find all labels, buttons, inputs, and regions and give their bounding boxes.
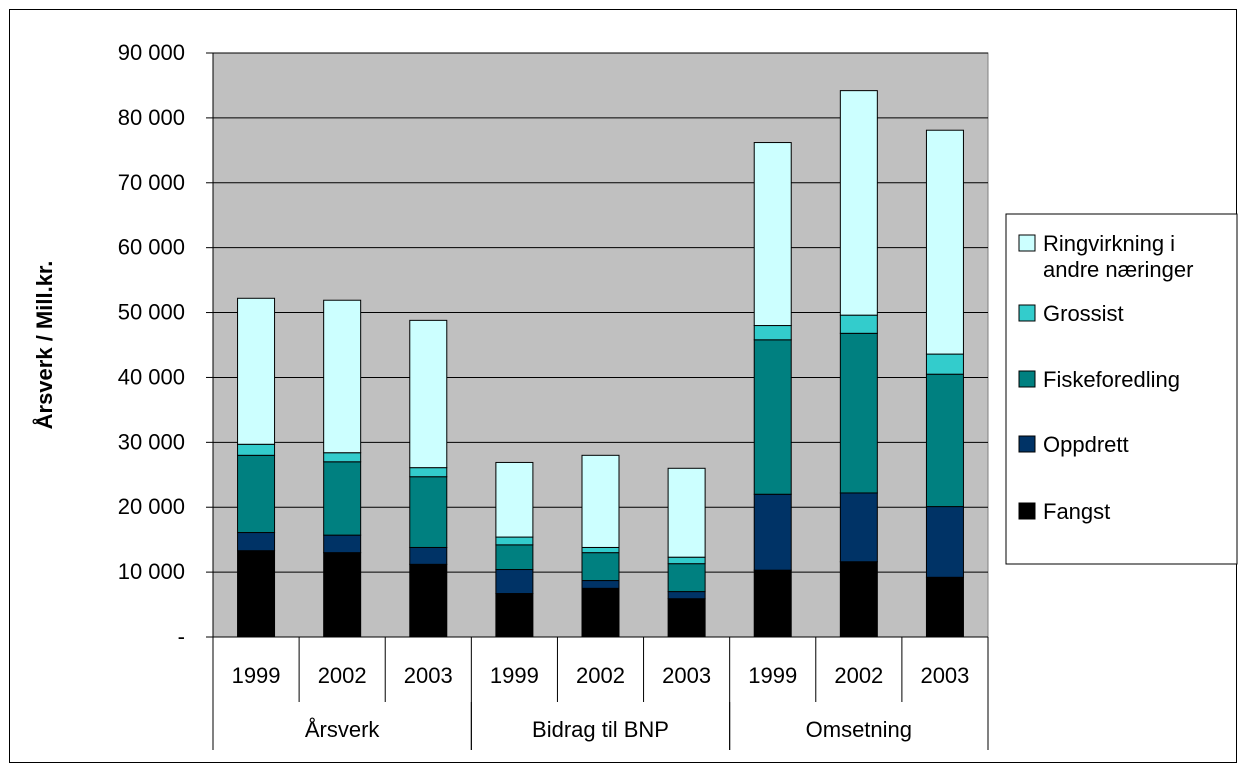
bar-segment-ringvirkning-i-andre-næringer [839, 90, 878, 316]
bar-segment-oppdrett [323, 534, 362, 554]
x-tick-label: 1999 [232, 663, 281, 688]
x-group-label: Bidrag til BNP [532, 717, 669, 742]
legend-label: Grossist [1043, 301, 1124, 326]
bar-segment-fangst [839, 561, 878, 638]
legend-label: Fangst [1043, 499, 1110, 524]
bars [237, 90, 964, 638]
legend-label: Ringvirkning i [1043, 231, 1175, 256]
bar-segment-oppdrett [925, 506, 964, 578]
bar-segment-fangst [753, 569, 792, 638]
bar-segment-grossist [839, 314, 878, 334]
bar-segment-ringvirkning-i-andre-næringer [581, 454, 620, 548]
bar-segment-fiskeforedling [839, 332, 878, 494]
bar-segment-oppdrett [753, 493, 792, 571]
bar-segment-fangst [409, 563, 448, 638]
legend-label: Fiskeforedling [1043, 367, 1180, 392]
bar-segment-ringvirkning-i-andre-næringer [323, 299, 362, 454]
bar-segment-fiskeforedling [323, 461, 362, 536]
legend-label: Oppdrett [1043, 432, 1129, 457]
y-tick-label: 60 000 [118, 235, 185, 260]
x-group-label: Omsetning [806, 717, 912, 742]
legend-swatch [1018, 234, 1036, 252]
legend-swatch [1018, 502, 1036, 520]
bar-segment-oppdrett [237, 532, 276, 552]
legend-swatch [1018, 435, 1036, 453]
bar-segment-ringvirkning-i-andre-næringer [409, 319, 448, 469]
bar-segment-grossist [495, 536, 534, 546]
y-tick-label: 80 000 [118, 105, 185, 130]
x-tick-label: 1999 [490, 663, 539, 688]
bar-segment-fangst [237, 550, 276, 638]
y-tick-label: 50 000 [118, 300, 185, 325]
y-tick-label: 40 000 [118, 364, 185, 389]
x-tick-label: 2003 [404, 663, 453, 688]
bar-segment-fiskeforedling [409, 476, 448, 548]
legend-label: andre næringer [1043, 257, 1193, 282]
y-tick-label: 20 000 [118, 494, 185, 519]
bar-segment-fiskeforedling [237, 454, 276, 534]
bar-segment-fangst [323, 552, 362, 638]
bar-segment-grossist [581, 546, 620, 554]
y-tick-label: 70 000 [118, 170, 185, 195]
bar-segment-ringvirkning-i-andre-næringer [925, 129, 964, 355]
y-tick-label: 90 000 [118, 40, 185, 65]
axes: - 10 000 20 000 30 000 40 000 50 000 60 000 70 … [118, 40, 989, 750]
bar-segment-grossist [237, 443, 276, 456]
bar-segment-fangst [667, 598, 706, 638]
bar-segment-fiskeforedling [667, 563, 706, 593]
bar-segment-fangst [495, 593, 534, 638]
bar-segment-fangst [925, 576, 964, 638]
bar-segment-grossist [323, 452, 362, 463]
legend-swatch [1018, 370, 1036, 388]
x-tick-label: 2003 [662, 663, 711, 688]
x-tick-label: 2002 [576, 663, 625, 688]
bar-segment-ringvirkning-i-andre-næringer [495, 461, 534, 538]
y-tick-label: 10 000 [118, 559, 185, 584]
legend-swatch [1018, 304, 1036, 322]
legend-box [1005, 213, 1238, 565]
bar-segment-grossist [409, 467, 448, 478]
bar-segment-fiskeforedling [925, 373, 964, 508]
x-tick-label: 2002 [318, 663, 367, 688]
bar-segment-ringvirkning-i-andre-næringer [753, 142, 792, 327]
bar-segment-grossist [667, 556, 706, 565]
x-tick-label: 2002 [834, 663, 883, 688]
bar-segment-fiskeforedling [495, 544, 534, 571]
x-tick-label: 2003 [920, 663, 969, 688]
y-axis-title: Årsverk / Mill.kr. [31, 261, 57, 430]
y-tick-label: 30 000 [118, 429, 185, 454]
bar-segment-grossist [753, 325, 792, 341]
bar-segment-fangst [581, 587, 620, 638]
x-group-label: Årsverk [305, 717, 381, 742]
x-tick-label: 1999 [748, 663, 797, 688]
bar-segment-ringvirkning-i-andre-næringer [237, 297, 276, 445]
bar-segment-ringvirkning-i-andre-næringer [667, 467, 706, 558]
y-tick-label: - [178, 624, 185, 649]
bar-segment-oppdrett [839, 492, 878, 563]
bar-segment-oppdrett [581, 580, 620, 589]
bar-segment-oppdrett [495, 569, 534, 595]
bar-segment-oppdrett [409, 546, 448, 565]
bar-segment-grossist [925, 353, 964, 375]
bar-segment-fiskeforedling [753, 339, 792, 495]
bar-segment-fiskeforedling [581, 552, 620, 582]
bar-segment-oppdrett [667, 591, 706, 600]
